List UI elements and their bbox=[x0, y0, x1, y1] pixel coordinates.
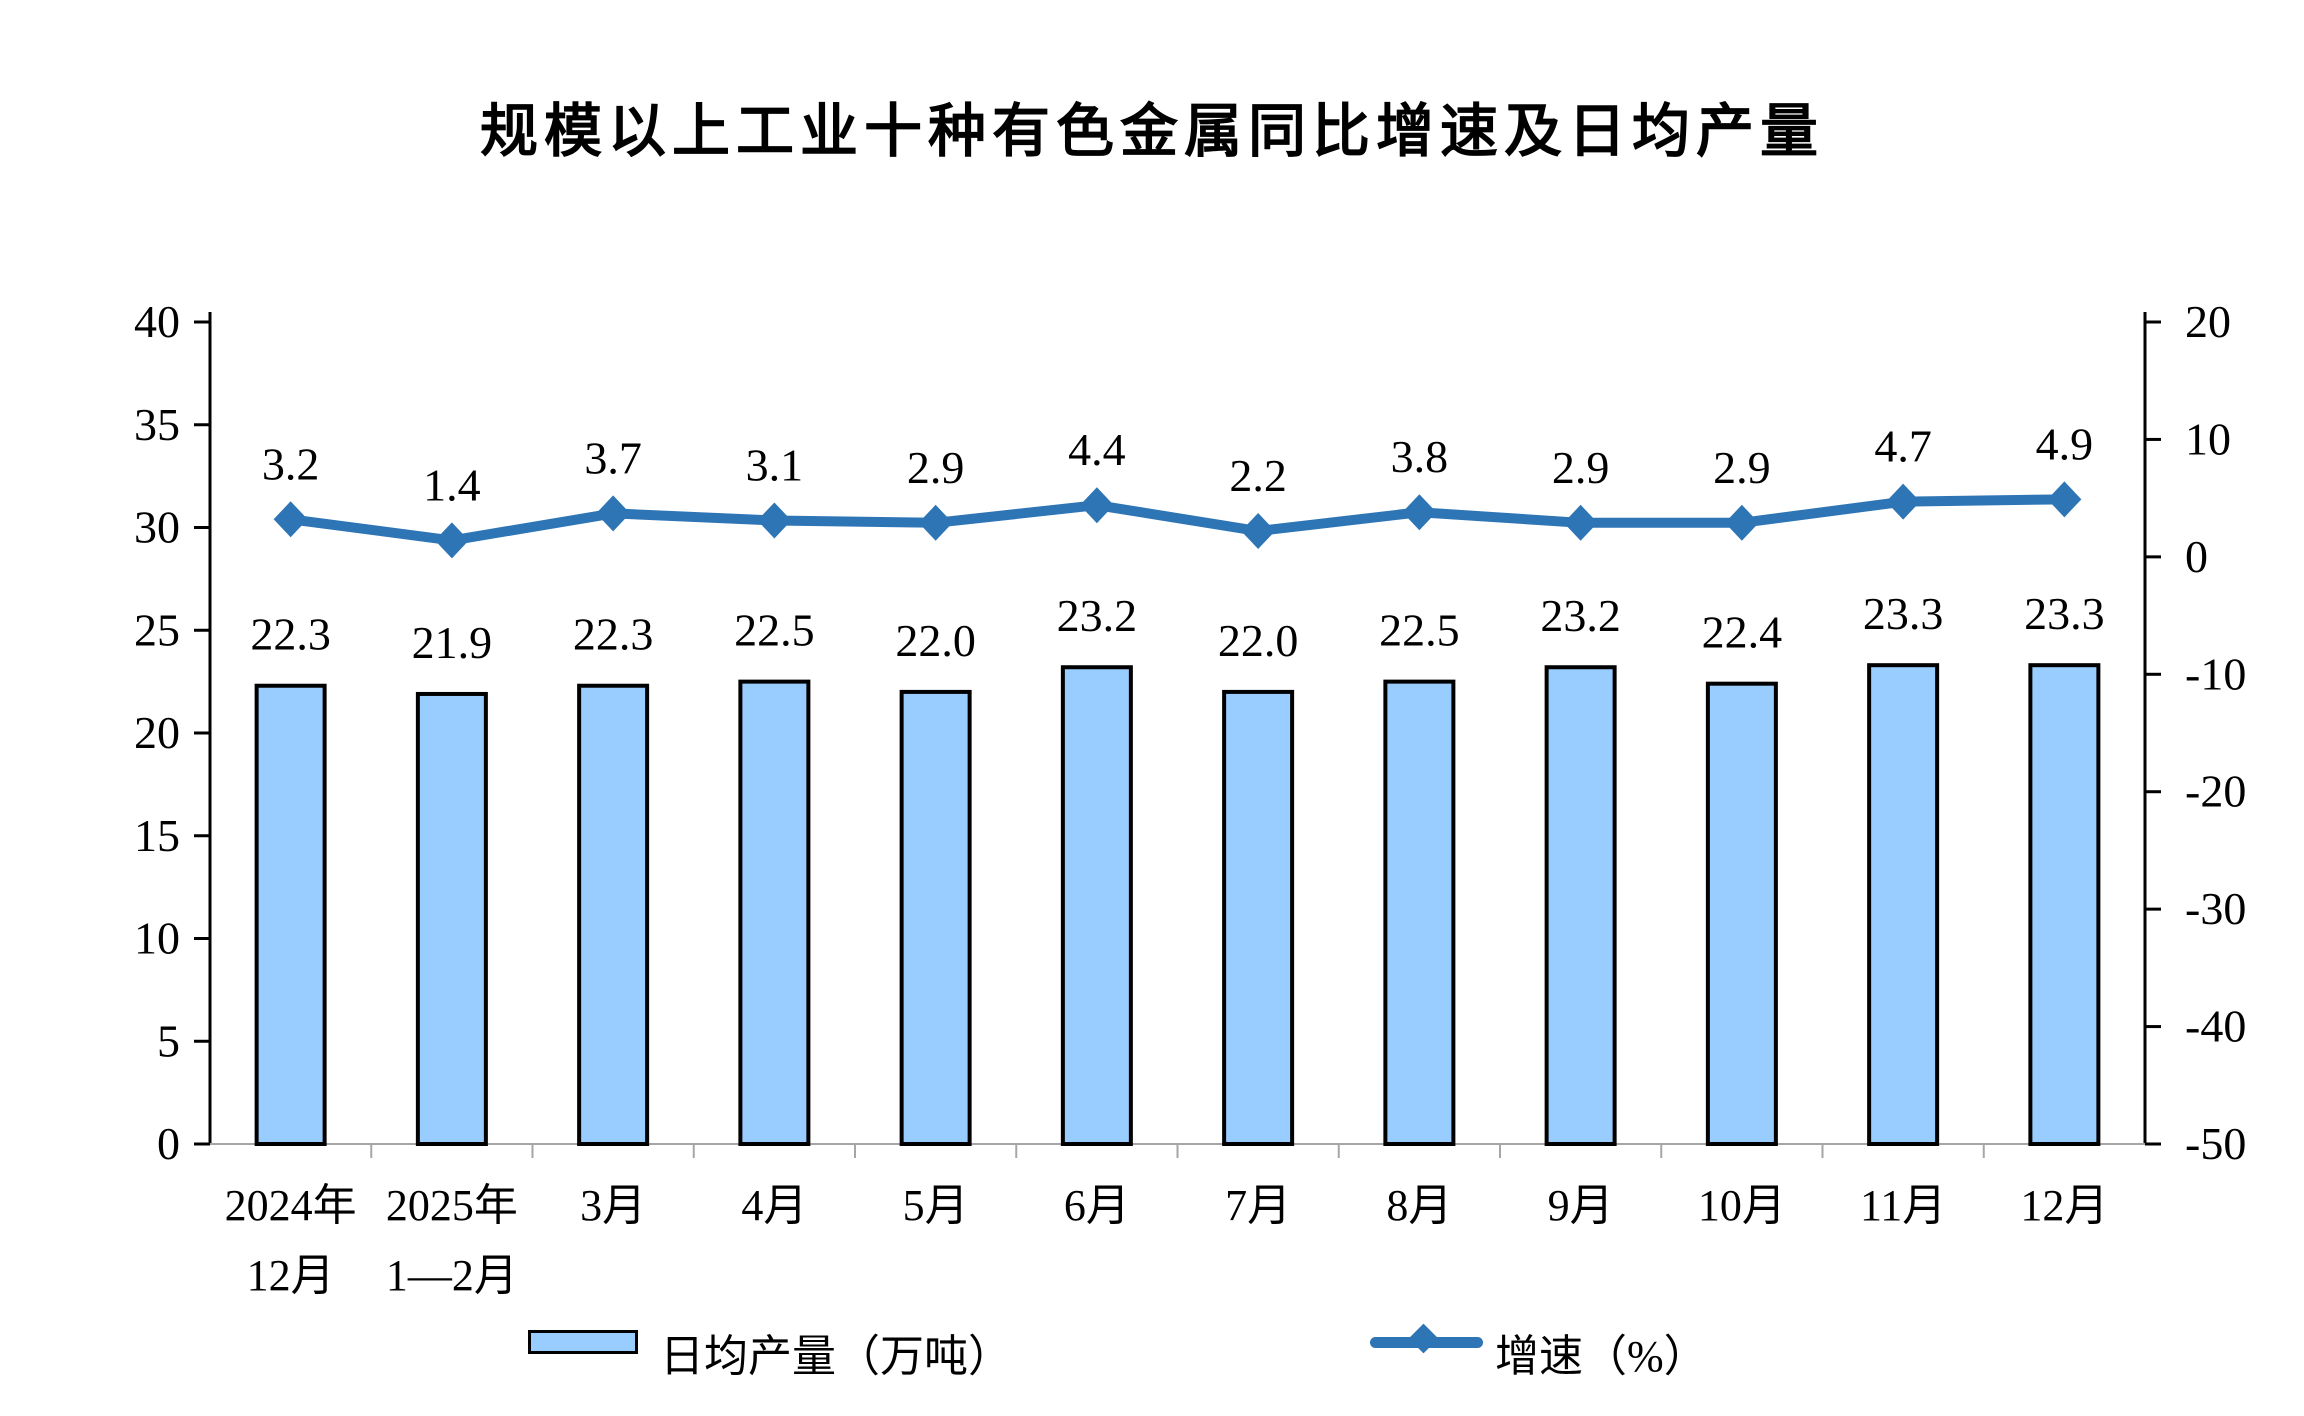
bar-value-label: 22.5 bbox=[1379, 605, 1460, 656]
x-axis-label: 10月 bbox=[1698, 1181, 1786, 1230]
bar-value-label: 23.2 bbox=[1057, 590, 1138, 641]
diamond-marker-icon bbox=[1563, 504, 1598, 541]
left-axis-label: 35 bbox=[134, 399, 180, 450]
right-axis-label: 10 bbox=[2185, 413, 2231, 464]
line-value-label: 2.2 bbox=[1229, 450, 1287, 501]
legend-bar-label: 日均产量（万吨） bbox=[660, 1332, 1012, 1381]
bar-value-label: 22.4 bbox=[1702, 607, 1783, 658]
bar-value-label: 22.0 bbox=[895, 615, 976, 666]
diamond-marker-icon bbox=[918, 504, 953, 541]
line-value-label: 3.8 bbox=[1391, 431, 1449, 482]
x-axis-label: 11月 bbox=[1860, 1181, 1946, 1230]
left-axis-label: 15 bbox=[134, 810, 180, 861]
right-axis-label: -30 bbox=[2185, 883, 2246, 934]
right-axis-label: 0 bbox=[2185, 531, 2208, 582]
bar-series-swatch-icon bbox=[528, 1330, 638, 1354]
bar-value-label: 22.0 bbox=[1218, 615, 1299, 666]
bar-value-label: 22.5 bbox=[734, 605, 815, 656]
bar-value-label: 22.3 bbox=[250, 609, 331, 660]
right-axis-label: 20 bbox=[2185, 296, 2231, 347]
x-axis-label: 2024年 bbox=[225, 1181, 357, 1230]
x-axis-label: 4月 bbox=[741, 1181, 807, 1230]
bar bbox=[577, 683, 650, 1146]
x-axis-label: 9月 bbox=[1548, 1181, 1614, 1230]
bar bbox=[1867, 663, 1940, 1146]
line-value-label: 2.9 bbox=[1552, 442, 1610, 493]
bar bbox=[1705, 681, 1778, 1146]
bar-value-label: 23.3 bbox=[1863, 588, 1944, 639]
x-axis-label: 7月 bbox=[1225, 1181, 1291, 1230]
left-axis-label: 40 bbox=[134, 296, 180, 347]
right-axis-label: -20 bbox=[2185, 766, 2246, 817]
left-axis-label: 30 bbox=[134, 502, 180, 553]
x-axis-label: 3月 bbox=[580, 1181, 646, 1230]
x-axis-label: 6月 bbox=[1064, 1181, 1130, 1230]
left-axis-label: 0 bbox=[157, 1118, 180, 1169]
line-value-label: 4.4 bbox=[1068, 424, 1126, 475]
legend-line-label: 增速（%） bbox=[1495, 1332, 1708, 1381]
bar bbox=[415, 691, 488, 1147]
line-value-label: 4.7 bbox=[1874, 421, 1932, 472]
bar bbox=[1060, 665, 1133, 1146]
bar bbox=[899, 689, 972, 1147]
x-axis-label: 5月 bbox=[903, 1181, 969, 1230]
bar bbox=[738, 679, 811, 1146]
diamond-marker-icon bbox=[273, 501, 308, 538]
x-axis-label: 2025年 bbox=[386, 1181, 518, 1230]
right-axis-label: -10 bbox=[2185, 648, 2246, 699]
diamond-marker-icon bbox=[1241, 513, 1276, 550]
bar-value-label: 23.2 bbox=[1540, 590, 1621, 641]
line-value-label: 2.9 bbox=[1713, 442, 1771, 493]
line-value-label: 1.4 bbox=[423, 459, 481, 510]
line-value-label: 3.1 bbox=[746, 439, 804, 490]
diamond-marker-icon bbox=[1886, 483, 1921, 520]
right-axis-label: -40 bbox=[2185, 1001, 2246, 1052]
x-axis-label: 1—2月 bbox=[386, 1251, 518, 1300]
bar bbox=[1222, 689, 1295, 1147]
bar-value-label: 21.9 bbox=[412, 617, 493, 668]
diamond-marker-icon bbox=[1402, 494, 1437, 531]
growth-line bbox=[285, 494, 2070, 546]
line-value-label: 4.9 bbox=[2036, 418, 2094, 469]
x-axis-label: 12月 bbox=[247, 1251, 335, 1300]
bar bbox=[1544, 665, 1617, 1146]
chart-title: 规模以上工业十种有色金属同比增速及日均产量 bbox=[479, 99, 1824, 164]
left-axis-label: 10 bbox=[134, 913, 180, 964]
bar bbox=[2028, 663, 2101, 1146]
x-axis-label: 8月 bbox=[1386, 1181, 1452, 1230]
diamond-marker-icon bbox=[757, 502, 792, 539]
diamond-marker-icon bbox=[2047, 481, 2082, 518]
right-axis-label: -50 bbox=[2185, 1118, 2246, 1169]
bar-value-label: 22.3 bbox=[573, 609, 654, 660]
bar bbox=[254, 683, 327, 1146]
diamond-marker-icon bbox=[1079, 487, 1114, 524]
diamond-marker-icon bbox=[596, 495, 631, 532]
bar bbox=[1383, 679, 1456, 1146]
left-axis-label: 20 bbox=[134, 707, 180, 758]
left-axis-label: 5 bbox=[157, 1015, 180, 1066]
bar-value-label: 23.3 bbox=[2024, 588, 2105, 639]
left-axis-label: 25 bbox=[134, 604, 180, 655]
diamond-marker-icon bbox=[1724, 504, 1759, 541]
x-axis-label: 12月 bbox=[2020, 1181, 2108, 1230]
line-value-label: 3.7 bbox=[584, 432, 642, 483]
diamond-marker-icon bbox=[434, 522, 469, 559]
line-value-label: 3.2 bbox=[262, 438, 320, 489]
line-value-label: 2.9 bbox=[907, 442, 965, 493]
